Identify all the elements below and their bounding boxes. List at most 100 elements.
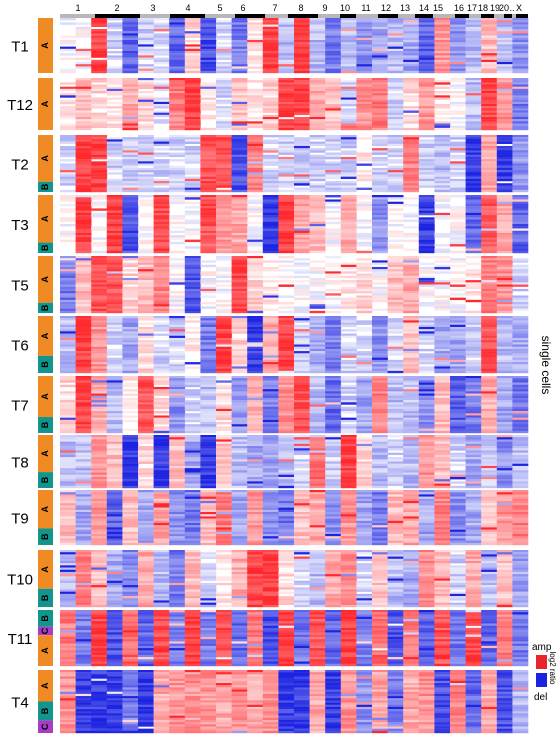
heatmap-cell — [91, 244, 108, 247]
heatmap-cell — [60, 101, 76, 105]
heatmap-cell — [465, 228, 482, 231]
heatmap-cell — [387, 70, 404, 74]
heatmap-cell — [262, 400, 279, 403]
heatmap-cell — [247, 170, 264, 173]
heatmap-cell — [153, 446, 170, 449]
heatmap-cell — [231, 413, 248, 416]
heatmap-cell — [387, 172, 404, 175]
heatmap-cell — [122, 406, 139, 410]
heatmap-cell — [247, 237, 264, 240]
heatmap-cell — [512, 271, 529, 274]
heatmap-cell — [496, 248, 513, 251]
heatmap-cell — [294, 172, 310, 175]
heatmap-cell — [309, 293, 326, 296]
heatmap-cell — [60, 68, 76, 71]
heatmap-cell — [262, 237, 279, 240]
heatmap-cell — [169, 178, 186, 182]
heatmap-cell — [200, 441, 217, 445]
heatmap-cell — [496, 241, 513, 245]
heatmap-cell — [465, 376, 482, 379]
heatmap-cell — [372, 121, 388, 124]
heatmap-cell — [465, 106, 482, 109]
heatmap-cell — [231, 80, 248, 83]
heatmap-cell — [434, 176, 451, 180]
heatmap-cell — [278, 226, 295, 229]
heatmap-cell — [481, 408, 498, 412]
heatmap-cell — [387, 59, 404, 63]
heatmap-cell — [91, 18, 108, 21]
heatmap-cell — [372, 241, 388, 245]
heatmap-cell — [309, 353, 326, 356]
heatmap-cell — [106, 232, 123, 236]
heatmap-cell — [309, 424, 326, 427]
heatmap-cell — [340, 183, 357, 186]
heatmap-cell — [138, 125, 154, 129]
heatmap-cell — [418, 163, 435, 166]
heatmap-cell — [153, 326, 170, 330]
heatmap-cell — [184, 95, 201, 98]
heatmap-cell — [496, 123, 513, 126]
heatmap-cell — [75, 185, 92, 188]
heatmap-cell — [216, 217, 232, 220]
heatmap-cell — [403, 406, 420, 410]
tumor-label: T8 — [11, 455, 29, 472]
heatmap-cell — [340, 389, 357, 392]
heatmap-cell — [450, 326, 466, 330]
heatmap-cell — [106, 26, 123, 30]
heatmap-cell — [387, 185, 404, 188]
heatmap-cell — [418, 86, 435, 90]
heatmap-cell — [184, 426, 201, 429]
heatmap-cell — [325, 143, 342, 147]
heatmap-cell — [294, 70, 310, 74]
heatmap-cell — [278, 406, 295, 410]
heatmap-cell — [75, 346, 92, 350]
heatmap-cell — [387, 406, 404, 410]
heatmap-cell — [278, 170, 295, 173]
heatmap-cell — [481, 97, 498, 100]
heatmap-cell — [309, 378, 326, 381]
heatmap-cell — [325, 376, 342, 379]
heatmap-cell — [200, 384, 217, 388]
heatmap-cell — [184, 172, 201, 175]
heatmap-cell — [309, 62, 326, 65]
heatmap-cell — [340, 282, 357, 285]
heatmap-cell — [106, 262, 123, 265]
heatmap-cell — [309, 121, 326, 124]
heatmap-cell — [262, 37, 279, 41]
heatmap-cell — [262, 40, 279, 43]
heatmap-cell — [138, 340, 154, 343]
heatmap-cell — [325, 68, 342, 71]
heatmap-cell — [138, 143, 154, 147]
heatmap-cell — [325, 244, 342, 247]
heatmap-cell — [465, 57, 482, 60]
heatmap-cell — [278, 248, 295, 251]
heatmap-cell — [340, 208, 357, 211]
heatmap-cell — [512, 176, 529, 180]
heatmap-cell — [387, 366, 404, 369]
heatmap-cell — [278, 376, 295, 379]
heatmap-cell — [184, 380, 201, 383]
heatmap-cell — [231, 362, 248, 365]
heatmap-cell — [434, 154, 451, 158]
heatmap-cell — [465, 84, 482, 87]
heatmap-cell — [278, 320, 295, 323]
heatmap-cell — [309, 439, 326, 442]
heatmap-cell — [200, 167, 217, 171]
heatmap-cell — [75, 195, 92, 198]
heatmap-cell — [153, 22, 170, 25]
heatmap-cell — [325, 364, 342, 367]
heatmap-cell — [481, 88, 498, 92]
heatmap-cell — [512, 99, 529, 103]
heatmap-cell — [169, 40, 186, 43]
heatmap-cell — [122, 411, 139, 414]
heatmap-cell — [231, 393, 248, 396]
heatmap-cell — [122, 137, 139, 140]
heatmap-cell — [294, 351, 310, 354]
heatmap-cell — [481, 348, 498, 352]
heatmap-cell — [122, 97, 139, 100]
heatmap-cell — [278, 78, 295, 81]
heatmap-cell — [122, 42, 139, 45]
heatmap-cell — [138, 178, 154, 182]
heatmap-cell — [200, 40, 217, 43]
heatmap-cell — [106, 46, 123, 49]
